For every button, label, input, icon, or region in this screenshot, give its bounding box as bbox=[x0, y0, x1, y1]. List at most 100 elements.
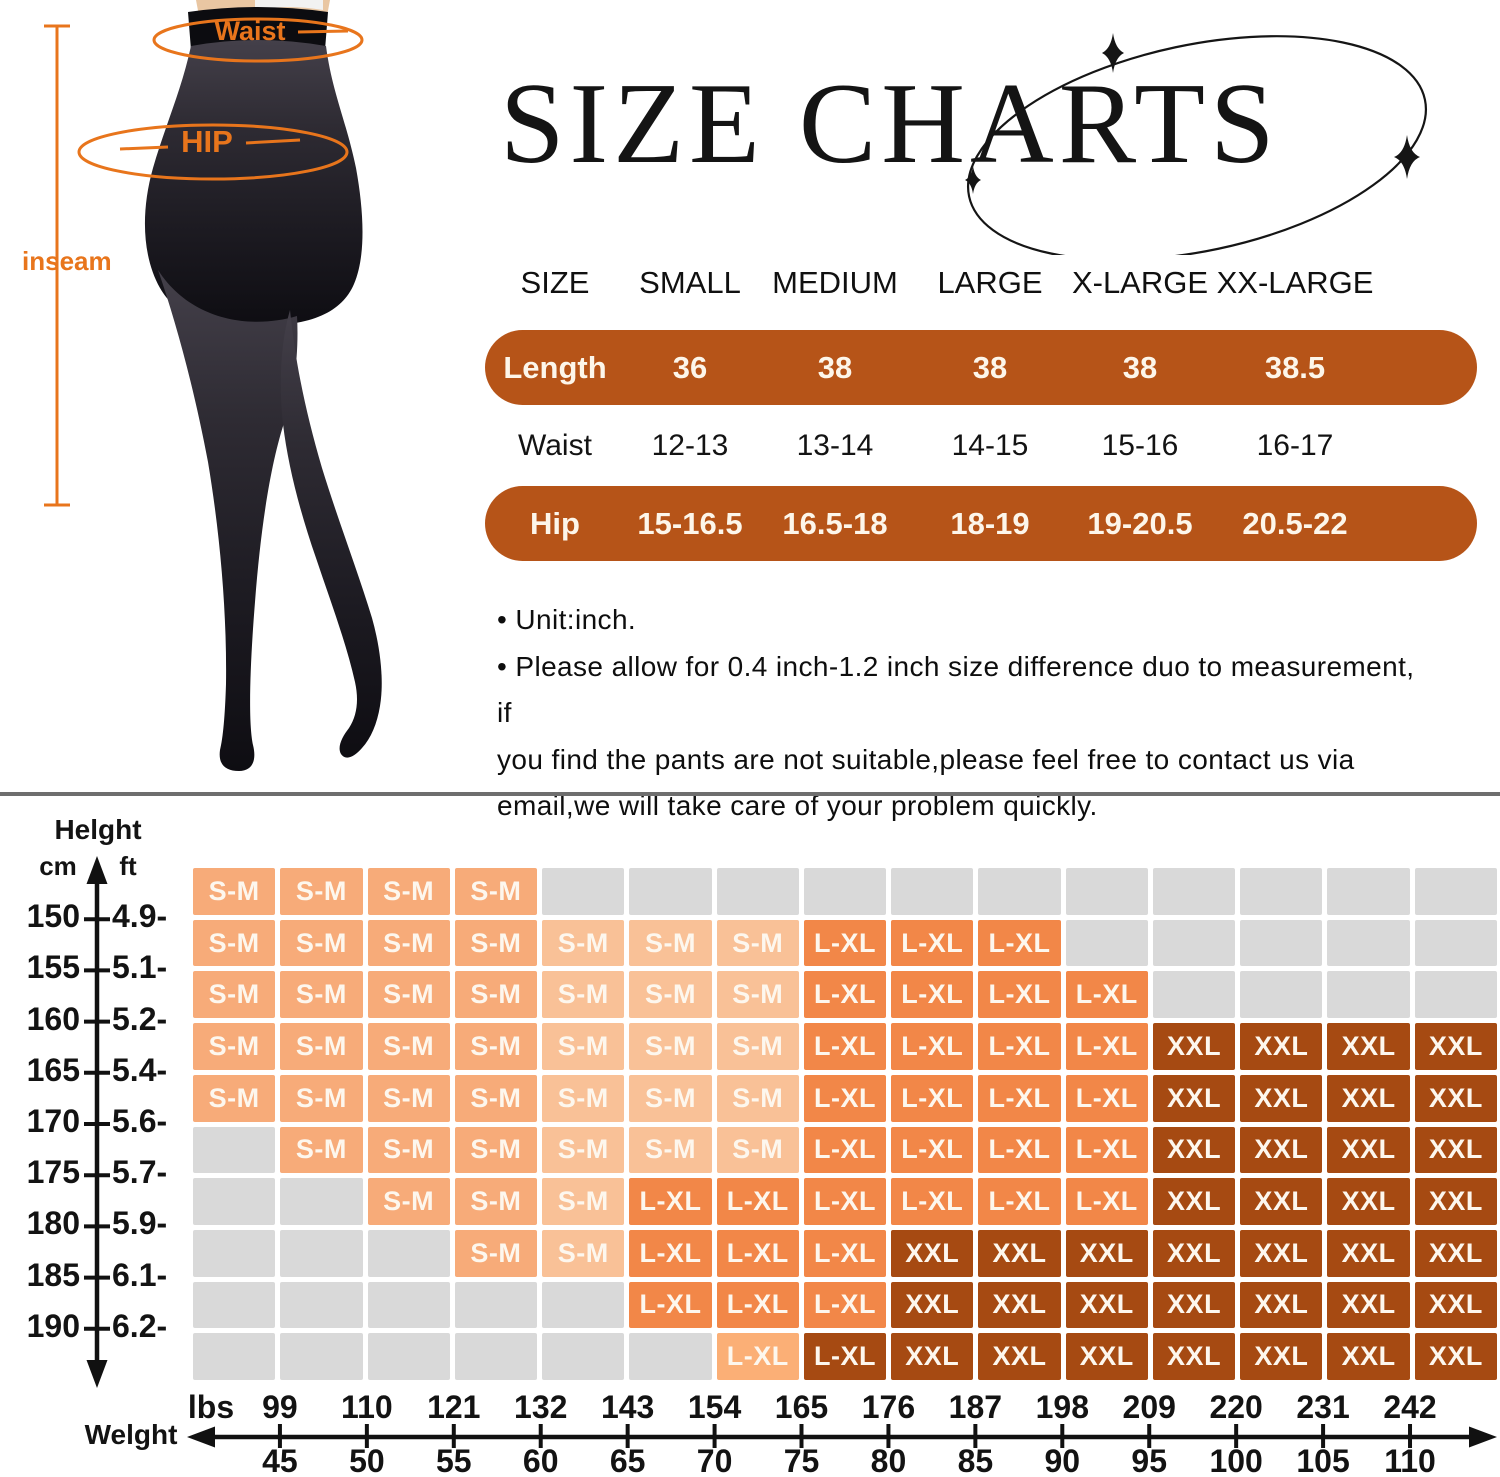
grid-cell: XXL bbox=[1414, 1229, 1497, 1277]
height-cm-label: 175 bbox=[26, 1154, 80, 1191]
length-medium: 38 bbox=[817, 349, 853, 385]
weight-lbs-label: 209 bbox=[1122, 1389, 1176, 1425]
height-ft-label: 5.7- bbox=[112, 1154, 168, 1191]
grid-cell bbox=[1065, 868, 1148, 915]
grid-cell: S-M bbox=[716, 1023, 799, 1070]
height-unit-cm: cm bbox=[39, 851, 77, 881]
grid-cell bbox=[803, 868, 887, 915]
grid-cell: S-M bbox=[716, 971, 799, 1019]
sparkle-icon bbox=[1102, 33, 1124, 73]
grid-cell: S-M bbox=[629, 971, 712, 1019]
grid-cell: L-XL bbox=[978, 919, 1061, 967]
weight-kg-label: 85 bbox=[957, 1443, 994, 1477]
weight-lbs-label: 154 bbox=[687, 1389, 742, 1425]
grid-cell bbox=[1327, 971, 1410, 1019]
grid-cell: XXL bbox=[1240, 1126, 1323, 1174]
height-ft-label: 5.4- bbox=[112, 1051, 168, 1088]
grid-cell: S-M bbox=[193, 1023, 276, 1070]
waist-measure-ellipse bbox=[152, 17, 364, 63]
grid-cell: L-XL bbox=[803, 919, 887, 967]
weight-lbs-label: 220 bbox=[1209, 1389, 1263, 1425]
grid-cell bbox=[1240, 919, 1323, 967]
grid-cell: L-XL bbox=[629, 1229, 712, 1277]
grid-cell: S-M bbox=[280, 868, 363, 915]
header-x-large: X-LARGE bbox=[1071, 265, 1209, 300]
ellipse-flourish bbox=[966, 35, 1428, 255]
height-cm-label: 170 bbox=[26, 1103, 80, 1139]
grid-cell: XXL bbox=[978, 1333, 1061, 1380]
weight-kg-label: 45 bbox=[262, 1443, 298, 1477]
hip-medium: 16.5-18 bbox=[782, 505, 888, 541]
grid-cell: XXL bbox=[1065, 1333, 1148, 1380]
grid-cell: XXL bbox=[1240, 1074, 1323, 1122]
hip-x-large: 19-20.5 bbox=[1087, 505, 1193, 541]
waist-x-large: 15-16 bbox=[1101, 429, 1179, 462]
grid-cell: S-M bbox=[193, 919, 276, 967]
length-small: 36 bbox=[672, 349, 708, 385]
grid-cell: S-M bbox=[454, 1178, 538, 1225]
grid-cell: L-XL bbox=[1065, 1126, 1148, 1174]
notes: • Unit:inch. • Please allow for 0.4 inch… bbox=[497, 597, 1427, 830]
grid-cell: XXL bbox=[1240, 1023, 1323, 1070]
weight-kg-label: 80 bbox=[870, 1443, 907, 1477]
header-large: LARGE bbox=[937, 265, 1043, 300]
header-size: SIZE bbox=[520, 265, 590, 300]
grid-cell bbox=[1152, 919, 1236, 967]
grid-cell: XXL bbox=[1327, 1023, 1410, 1070]
grid-cell bbox=[1152, 868, 1236, 915]
grid-cell bbox=[1327, 868, 1410, 915]
weight-lbs-label: 176 bbox=[861, 1389, 916, 1425]
height-ft-label: 5.1- bbox=[112, 949, 168, 986]
grid-cell: XXL bbox=[1240, 1178, 1323, 1225]
grid-cell: XXL bbox=[1414, 1281, 1497, 1329]
grid-cell: XXL bbox=[891, 1281, 974, 1329]
grid-cell: S-M bbox=[193, 1074, 276, 1122]
height-ft-label: 4.9- bbox=[112, 898, 168, 935]
weight-lbs-label: 143 bbox=[600, 1389, 655, 1425]
weight-kg-label: 55 bbox=[435, 1443, 472, 1477]
weight-kg-label: 105 bbox=[1296, 1443, 1350, 1477]
grid-cell bbox=[367, 1333, 450, 1380]
grid-cell bbox=[193, 1229, 276, 1277]
grid-cell: XXL bbox=[1327, 1281, 1410, 1329]
grid-cell bbox=[629, 868, 712, 915]
grid-cell: XXL bbox=[1327, 1074, 1410, 1122]
height-axis-title: Helght bbox=[54, 814, 142, 845]
grid-cell: S-M bbox=[280, 919, 363, 967]
grid-cell bbox=[716, 868, 799, 915]
grid-cell bbox=[542, 1281, 625, 1329]
hip-label: HIP bbox=[181, 124, 233, 159]
note-line: • Please allow for 0.4 inch-1.2 inch siz… bbox=[497, 650, 1415, 729]
grid-cell: S-M bbox=[280, 971, 363, 1019]
grid-cell: XXL bbox=[1240, 1281, 1323, 1329]
grid-cell: XXL bbox=[1065, 1229, 1148, 1277]
grid-cell: S-M bbox=[280, 1023, 363, 1070]
tights-figure: Waist HIP inseam bbox=[22, 0, 382, 771]
grid-cell bbox=[542, 1333, 625, 1380]
grid-cell bbox=[1240, 971, 1323, 1019]
grid-cell: XXL bbox=[1327, 1178, 1410, 1225]
height-cm-label: 185 bbox=[26, 1256, 80, 1293]
grid-cell bbox=[193, 1126, 276, 1174]
grid-cell bbox=[1414, 971, 1497, 1019]
grid-cell: XXL bbox=[1152, 1074, 1236, 1122]
grid-cell: S-M bbox=[193, 868, 276, 915]
grid-cell: L-XL bbox=[803, 1333, 887, 1380]
grid-cell: L-XL bbox=[716, 1178, 799, 1225]
grid-cell: S-M bbox=[542, 1023, 625, 1070]
grid-cell: L-XL bbox=[891, 1074, 974, 1122]
grid-cell bbox=[280, 1333, 363, 1380]
weight-axis-title: Welght bbox=[84, 1419, 178, 1450]
grid-cell: XXL bbox=[1065, 1281, 1148, 1329]
grid-cell bbox=[367, 1281, 450, 1329]
grid-cell: L-XL bbox=[891, 1126, 974, 1174]
grid-cell: S-M bbox=[629, 1074, 712, 1122]
grid-cell: XXL bbox=[1414, 1178, 1497, 1225]
header-xx-large: XX-LARGE bbox=[1216, 265, 1374, 300]
waist-large: 14-15 bbox=[951, 429, 1029, 462]
grid-cell: S-M bbox=[367, 919, 450, 967]
grid-cell: S-M bbox=[454, 1126, 538, 1174]
grid-cell: XXL bbox=[1414, 1126, 1497, 1174]
height-cm-label: 160 bbox=[26, 1000, 80, 1037]
hip-pointer-line-left bbox=[119, 145, 169, 151]
